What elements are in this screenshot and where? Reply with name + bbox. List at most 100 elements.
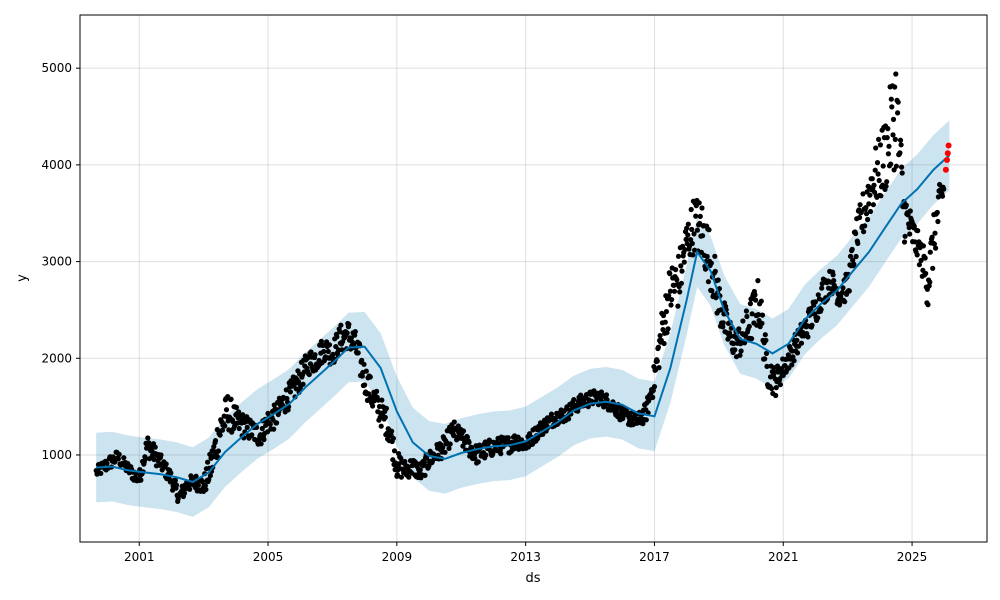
observed-point <box>293 386 299 392</box>
observed-point <box>258 441 264 447</box>
observed-point <box>236 425 242 432</box>
x-tick-label: 2025 <box>897 550 928 564</box>
observed-point <box>361 361 367 367</box>
observed-point <box>566 416 572 422</box>
observed-point <box>688 237 694 243</box>
observed-point <box>685 232 691 238</box>
observed-point <box>763 350 770 356</box>
observed-point <box>895 110 901 116</box>
observed-point <box>935 218 941 225</box>
observed-point <box>860 191 866 197</box>
observed-point <box>885 151 892 157</box>
observed-point <box>346 321 352 327</box>
observed-point <box>447 441 453 447</box>
uncertainty-band <box>96 120 950 517</box>
observed-point <box>865 216 871 223</box>
observed-point <box>866 201 872 207</box>
observed-point <box>668 302 674 308</box>
observed-point <box>684 225 690 231</box>
observed-point <box>696 200 702 206</box>
x-axis: 2001 2005 2009 2013 2017 2021 2025 <box>124 542 927 564</box>
observed-point <box>875 171 881 177</box>
observed-point <box>906 225 912 231</box>
observed-point <box>330 351 336 357</box>
highlight-points <box>942 142 952 173</box>
x-tick-label: 2001 <box>124 550 155 564</box>
observed-point <box>847 253 854 259</box>
observed-point <box>379 397 385 403</box>
observed-point <box>211 444 217 450</box>
observed-point <box>709 288 715 294</box>
observed-point <box>885 126 891 132</box>
x-tick-label: 2005 <box>253 550 284 564</box>
observed-point <box>219 427 226 433</box>
observed-point <box>699 205 705 211</box>
observed-point <box>168 470 174 476</box>
observed-point <box>656 365 662 371</box>
observed-point <box>172 477 178 483</box>
observed-point <box>383 405 389 411</box>
observed-point <box>902 233 908 239</box>
observed-point <box>862 223 868 229</box>
observed-point <box>236 409 242 415</box>
observed-point <box>880 163 886 169</box>
observed-point <box>895 99 901 105</box>
observed-point <box>819 285 825 291</box>
observed-point <box>424 455 430 461</box>
observed-point <box>472 455 478 461</box>
x-tick-label: 2013 <box>510 550 541 564</box>
observed-point <box>187 486 193 492</box>
observed-point <box>773 385 779 391</box>
x-tick-label: 2021 <box>768 550 799 564</box>
gridlines <box>80 15 987 542</box>
observed-point <box>782 363 788 369</box>
observed-point <box>389 428 395 434</box>
observed-point <box>927 249 933 255</box>
observed-point <box>818 307 824 313</box>
observed-point <box>660 312 667 319</box>
observed-point <box>720 320 726 326</box>
observed-point <box>897 137 904 143</box>
observed-point <box>334 334 340 340</box>
observed-point <box>378 423 384 429</box>
observed-point <box>899 164 905 170</box>
observed-point <box>374 388 380 394</box>
observed-point <box>675 253 682 259</box>
observed-point <box>398 474 404 480</box>
observed-point <box>889 104 895 110</box>
observed-point <box>920 243 927 249</box>
observed-point <box>505 435 511 441</box>
y-tick-label: 1000 <box>41 448 72 462</box>
observed-point <box>755 312 762 318</box>
observed-point <box>842 299 848 305</box>
observed-point <box>890 132 896 138</box>
observed-point <box>762 356 768 362</box>
observed-point <box>749 336 755 342</box>
y-axis-label: y <box>15 274 30 282</box>
observed-point <box>643 417 649 423</box>
observed-point <box>863 205 869 211</box>
observed-point <box>905 212 911 218</box>
observed-point <box>650 394 656 400</box>
observed-point <box>205 459 211 465</box>
observed-point <box>222 423 228 429</box>
observed-point <box>867 192 873 198</box>
observed-point <box>244 424 250 430</box>
observed-point <box>849 246 855 252</box>
observed-point <box>673 267 679 273</box>
observed-point <box>922 255 928 261</box>
observed-point <box>732 347 738 353</box>
observed-point <box>662 319 668 325</box>
observed-point <box>883 183 889 189</box>
observed-point <box>805 334 811 340</box>
observed-point <box>897 150 903 156</box>
observed-point <box>678 263 684 269</box>
observed-point <box>874 160 881 166</box>
observed-point <box>382 414 388 420</box>
observed-point <box>758 298 764 304</box>
observed-point <box>228 396 234 402</box>
observed-point <box>651 384 658 390</box>
observed-point <box>671 288 678 294</box>
observed-point <box>654 358 660 364</box>
observed-point <box>230 419 236 425</box>
